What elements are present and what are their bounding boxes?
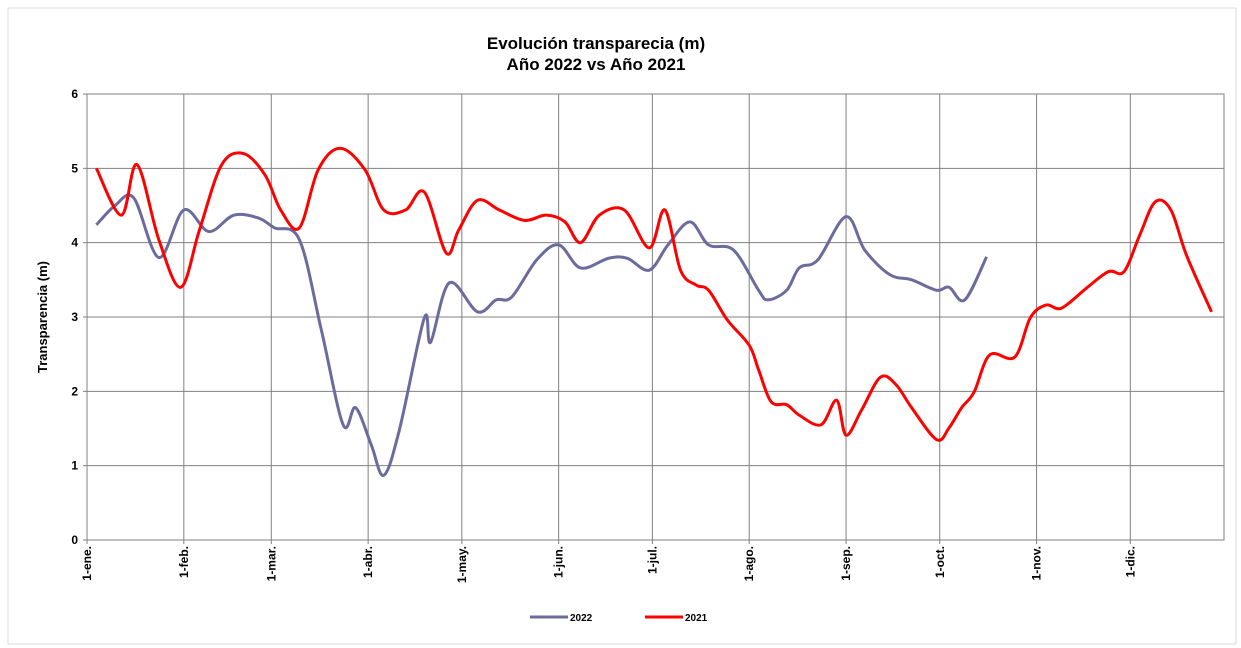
legend-label: 2021 — [685, 613, 708, 624]
y-tick-label: 3 — [71, 310, 78, 324]
x-tick-label: 1-oct. — [933, 546, 947, 578]
x-tick-label: 1-ene. — [80, 546, 94, 581]
legend-label: 2022 — [570, 613, 593, 624]
series-line — [95, 146, 1213, 442]
x-tick-label: 1-abr. — [361, 546, 375, 578]
x-tick-label: 1-mar. — [264, 546, 278, 581]
x-tick-label: 1-nov. — [1030, 546, 1044, 580]
x-tick-label: 1-feb. — [177, 546, 191, 578]
chart-subtitle: Año 2022 vs Año 2021 — [507, 55, 686, 74]
y-tick-label: 5 — [71, 161, 78, 175]
x-tick-label: 1-dic. — [1123, 546, 1137, 577]
y-tick-label: 6 — [71, 87, 78, 101]
y-axis-title: Transparencia (m) — [35, 261, 50, 373]
y-tick-label: 4 — [71, 236, 78, 250]
y-tick-label: 1 — [71, 459, 78, 473]
x-tick-label: 1-jun. — [552, 546, 566, 578]
x-tick-label: 1-ago. — [742, 546, 756, 581]
x-tick-label: 1-jul. — [645, 546, 659, 574]
x-tick-label: 1-may. — [455, 546, 469, 583]
x-tick-label: 1-sep. — [839, 546, 853, 581]
y-tick-label: 0 — [71, 533, 78, 547]
y-tick-label: 2 — [71, 384, 78, 398]
chart-title: Evolución transparecia (m) — [487, 34, 705, 53]
series-line — [95, 193, 988, 477]
